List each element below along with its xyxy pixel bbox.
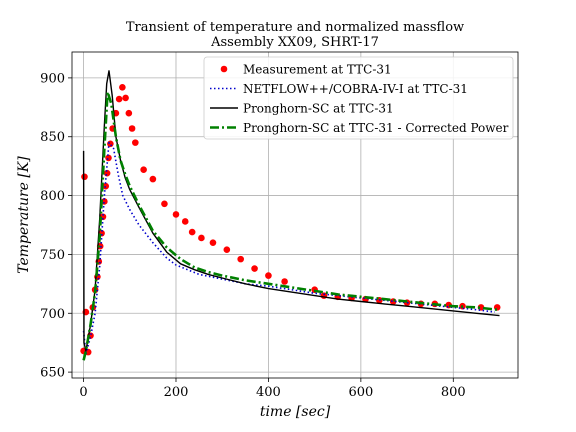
measurement-point	[161, 200, 168, 208]
x-tick-label: 0	[79, 385, 87, 400]
measurement-point	[172, 211, 180, 218]
measurement-point	[132, 139, 139, 146]
measurement-point	[119, 84, 126, 91]
measurement-point	[181, 218, 189, 225]
legend-label: Pronghorn-SC at TTC-31	[243, 102, 394, 116]
measurement-point	[125, 109, 133, 117]
measurement-point	[102, 182, 110, 190]
legend-label: Measurement at TTC-31	[243, 63, 392, 77]
measurement-point	[493, 304, 501, 311]
series-3	[82, 90, 498, 361]
legend-marker	[220, 65, 228, 73]
plot-frame	[71, 51, 519, 379]
measurement-point	[198, 234, 205, 242]
legend-entry: NETFLOW++/COBRA-IV-I at TTC-31	[210, 82, 468, 96]
legend-entry: Measurement at TTC-31	[220, 63, 392, 77]
legend-entry: Pronghorn-SC at TTC-31	[210, 102, 394, 116]
x-tick-label: 400	[256, 385, 281, 400]
y-tick-label: 700	[40, 307, 65, 322]
measurement-point	[188, 228, 196, 236]
legend-label: Pronghorn-SC at TTC-31 - Corrected Power	[243, 121, 509, 135]
chart-title: Transient of temperature and normalized …	[126, 20, 464, 35]
legend-box	[203, 56, 514, 140]
measurement-point	[107, 140, 114, 148]
y-tick-label: 900	[40, 71, 65, 86]
axis-ticks: 0 200 400 600 800 650 700 750 800 850 900	[40, 71, 466, 400]
series-line	[82, 141, 496, 356]
x-tick-label: 600	[348, 385, 373, 400]
y-tick-label: 850	[40, 130, 65, 145]
x-tick-label: 800	[441, 385, 466, 400]
series-line	[82, 90, 498, 361]
plot-area	[80, 70, 501, 361]
chart-subtitle: Assembly XX09, SHRT-17	[210, 35, 379, 50]
series-1	[82, 141, 496, 356]
measurement-point	[209, 239, 217, 246]
legend: Measurement at TTC-31 NETFLOW++/COBRA-IV-…	[203, 56, 514, 140]
y-tick-label: 800	[40, 189, 65, 204]
x-axis-label: time [sec]	[260, 404, 331, 420]
x-tick-label: 200	[164, 385, 189, 400]
measurement-point	[251, 265, 258, 272]
measurement-point	[122, 94, 129, 102]
measurement-point	[149, 175, 157, 183]
measurement-point	[115, 95, 123, 103]
legend-entry: Pronghorn-SC at TTC-31 - Corrected Power	[210, 121, 509, 135]
measurement-point	[265, 272, 272, 279]
measurement-point	[140, 166, 147, 173]
y-tick-label: 750	[40, 248, 65, 263]
measurement-point	[237, 255, 244, 263]
y-axis-label: Temperature [K]	[16, 156, 32, 274]
y-tick-label: 650	[40, 366, 65, 381]
measurement-point	[81, 173, 88, 181]
measurement-point	[128, 125, 136, 132]
legend-label: NETFLOW++/COBRA-IV-I at TTC-31	[243, 82, 468, 96]
measurement-point	[281, 278, 288, 285]
measurement-point	[223, 246, 231, 254]
